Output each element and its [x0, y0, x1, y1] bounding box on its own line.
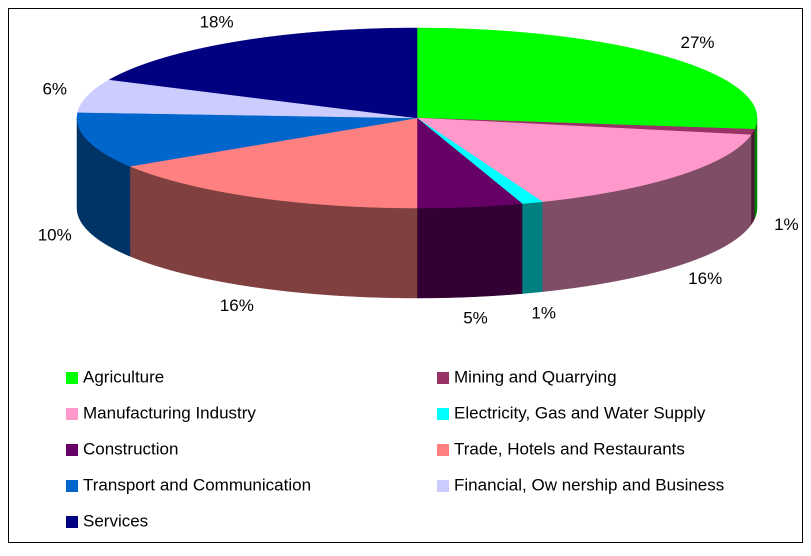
legend-swatch [66, 444, 78, 456]
data-label: 5% [463, 309, 488, 328]
legend: Agriculture Mining and Quarrying Manufactu… [66, 367, 724, 530]
legend-label: Manufacturing Industry [83, 403, 256, 422]
slice [76, 112, 418, 167]
slice [416, 117, 752, 202]
data-label: 18% [200, 12, 234, 31]
data-label: 6% [42, 80, 67, 99]
slice [416, 27, 758, 130]
slice-side [416, 203, 523, 299]
slice-side [754, 117, 758, 220]
data-label: 1% [531, 303, 556, 322]
pie [76, 27, 758, 299]
labels: 27% 1% 16% 1% 5% 16% 10% 6% 18% [38, 12, 799, 327]
slice [129, 117, 418, 209]
data-label: 16% [688, 269, 722, 288]
legend-swatch [66, 480, 78, 492]
legend-swatch [437, 372, 449, 384]
legend-swatch [66, 372, 78, 384]
slice [108, 27, 418, 119]
legend-label: Mining and Quarrying [454, 367, 617, 386]
legend-label: Services [83, 511, 148, 530]
legend-label: Transport and Communication [83, 475, 311, 494]
legend-swatch [66, 516, 78, 528]
data-label: 1% [774, 215, 799, 234]
legend-label: Agriculture [83, 367, 164, 386]
legend-label: Financial, Ow nership and Business [454, 475, 724, 494]
data-label: 27% [681, 33, 715, 52]
legend-label: Trade, Hotels and Restaurants [454, 439, 685, 458]
legend-label: Electricity, Gas and Water Supply [454, 403, 706, 422]
slice-side [521, 201, 543, 294]
slice [77, 79, 418, 119]
slice [416, 117, 523, 209]
slice-side [750, 129, 755, 226]
legend-swatch [66, 408, 78, 420]
data-label: 16% [220, 296, 254, 315]
data-label: 10% [38, 225, 72, 244]
legend-label: Construction [83, 439, 178, 458]
legend-swatch [437, 408, 449, 420]
legend-swatch [437, 480, 449, 492]
legend-swatch [437, 444, 449, 456]
